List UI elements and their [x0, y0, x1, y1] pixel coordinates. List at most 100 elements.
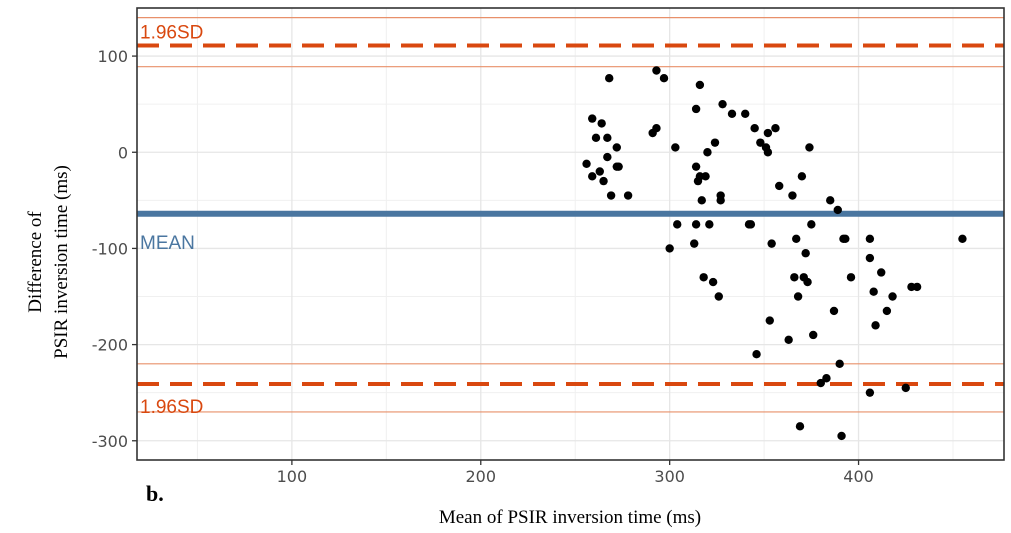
plot-panel-border [136, 7, 1005, 461]
data-point [746, 220, 756, 229]
x-tick-label: 200 [466, 467, 497, 486]
data-point [697, 196, 706, 205]
data-point [595, 167, 604, 176]
data-point [597, 119, 606, 128]
data-point [901, 383, 910, 393]
minor-grid [137, 8, 1004, 460]
data-point [714, 292, 723, 301]
data-point [705, 220, 714, 229]
reference-lines [137, 17, 1004, 413]
data-point [703, 148, 712, 157]
data-point [871, 321, 880, 330]
upper-limit-label: 1.96SD [140, 23, 203, 44]
data-point [588, 172, 597, 181]
data-point [614, 162, 623, 171]
data-point [803, 277, 812, 287]
y-tick-label: 0 [118, 143, 128, 162]
data-point [652, 66, 661, 75]
data-point [767, 239, 776, 248]
data-point [837, 431, 846, 441]
data-point [835, 359, 844, 369]
y-axis-title-line-2: PSIR inversion time (ms) [51, 165, 72, 359]
x-tick-label: 400 [843, 467, 874, 486]
data-point [797, 172, 807, 181]
mean-label: MEAN [140, 233, 195, 254]
data-point [763, 148, 773, 157]
data-point [605, 74, 614, 83]
data-point [795, 422, 805, 431]
data-point [865, 234, 875, 244]
data-point [690, 239, 699, 248]
data-point [792, 234, 801, 244]
data-point [599, 176, 608, 186]
data-point [695, 80, 705, 90]
reference-line-labels: 1.96SD MEAN 1.96SD [140, 23, 203, 419]
y-axis-ticks: 100 0 -100 -200 -300 [92, 47, 137, 451]
data-point [805, 143, 814, 152]
data-point [750, 124, 759, 133]
data-point [822, 374, 831, 383]
data-point [841, 234, 850, 244]
data-point [603, 133, 612, 143]
data-point [816, 378, 825, 388]
data-point [665, 244, 674, 253]
data-point [807, 220, 816, 229]
y-axis-title-line-1: Difference of [25, 211, 46, 313]
data-point [612, 143, 621, 152]
data-point [659, 74, 669, 83]
data-point [801, 249, 810, 258]
data-point [603, 152, 612, 162]
data-point [912, 282, 922, 292]
data-point [606, 191, 616, 200]
data-point [888, 292, 897, 301]
data-point [752, 350, 761, 359]
y-tick-label: -200 [92, 336, 128, 355]
data-point [826, 196, 835, 205]
data-point [784, 335, 793, 344]
x-tick-label: 300 [654, 467, 685, 486]
data-point [882, 306, 892, 316]
data-points [582, 66, 967, 441]
data-point [958, 234, 967, 244]
data-point [846, 273, 856, 282]
data-point [809, 330, 818, 340]
y-tick-label: -100 [92, 239, 128, 258]
data-point [765, 316, 774, 325]
y-tick-label: 100 [97, 47, 128, 66]
data-point [829, 306, 839, 316]
data-point [771, 124, 780, 133]
data-point [793, 292, 803, 301]
data-point [691, 162, 701, 171]
data-point [708, 277, 718, 287]
data-point [775, 181, 784, 191]
data-point [716, 196, 725, 205]
data-point [865, 388, 875, 397]
data-point [869, 287, 878, 296]
data-point [877, 268, 886, 277]
data-point [673, 220, 682, 229]
data-point [591, 133, 601, 143]
data-point [671, 143, 680, 152]
lower-limit-label: 1.96SD [140, 397, 203, 418]
data-point [691, 104, 701, 114]
data-point [756, 138, 765, 147]
panel-label: b. [146, 481, 164, 506]
x-axis-title: Mean of PSIR inversion time (ms) [439, 507, 701, 528]
data-point [790, 273, 799, 282]
data-point [691, 220, 701, 229]
x-axis-ticks: 100 200 300 400 [277, 460, 874, 486]
data-point [699, 273, 708, 282]
data-point [623, 191, 633, 200]
data-point [701, 172, 710, 181]
data-point [741, 109, 750, 118]
data-point [588, 114, 597, 123]
data-point [763, 128, 773, 138]
data-point [865, 253, 875, 263]
y-tick-label: -300 [92, 432, 128, 451]
data-point [788, 191, 797, 200]
x-tick-label: 100 [277, 467, 308, 486]
data-point [727, 109, 737, 118]
data-point [582, 159, 591, 168]
